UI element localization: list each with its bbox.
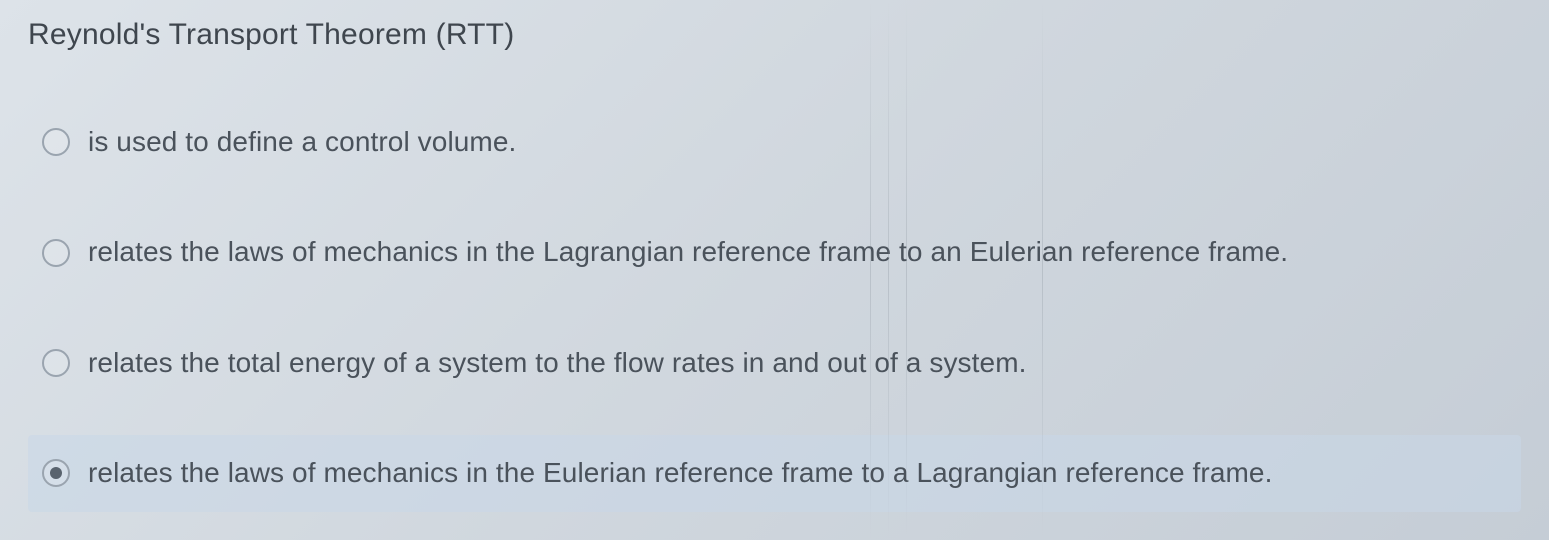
radio-icon[interactable]	[42, 128, 70, 156]
option-label: is used to define a control volume.	[88, 124, 516, 160]
options-list: is used to define a control volume. rela…	[28, 104, 1521, 512]
option-3[interactable]: relates the total energy of a system to …	[28, 325, 1521, 401]
radio-icon[interactable]	[42, 349, 70, 377]
option-4[interactable]: relates the laws of mechanics in the Eul…	[28, 435, 1521, 511]
option-label: relates the laws of mechanics in the Eul…	[88, 455, 1272, 491]
option-label: relates the total energy of a system to …	[88, 345, 1027, 381]
radio-icon[interactable]	[42, 459, 70, 487]
quiz-question: Reynold's Transport Theorem (RTT) is use…	[0, 0, 1549, 512]
option-label: relates the laws of mechanics in the Lag…	[88, 234, 1288, 270]
radio-icon[interactable]	[42, 239, 70, 267]
option-1[interactable]: is used to define a control volume.	[28, 104, 1521, 180]
question-text: Reynold's Transport Theorem (RTT)	[28, 18, 1521, 52]
option-2[interactable]: relates the laws of mechanics in the Lag…	[28, 214, 1521, 290]
